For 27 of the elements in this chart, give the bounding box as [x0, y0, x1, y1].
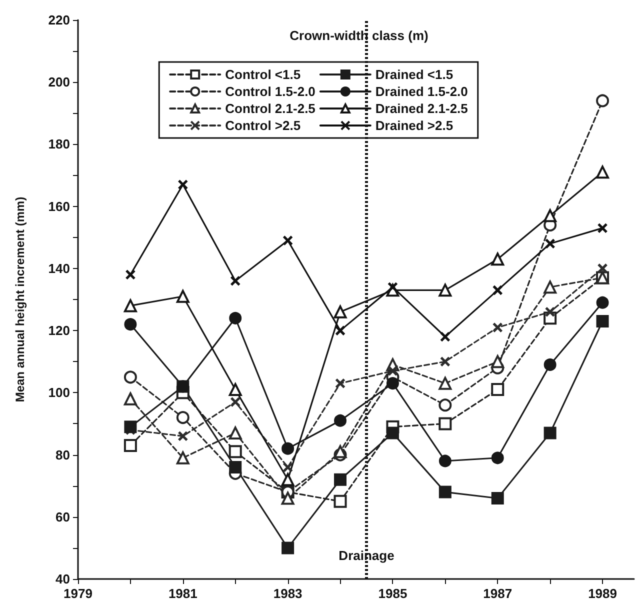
y-tick-label: 100: [48, 385, 70, 400]
y-tick-label: 220: [48, 12, 70, 28]
legend-label: Drained 2.1-2.5: [375, 101, 468, 116]
x-tick-label: 1979: [64, 586, 92, 601]
x-tick-label: 1989: [588, 586, 617, 601]
legend-label: Control >2.5: [225, 118, 301, 133]
ref-line-label: Drainage: [338, 548, 394, 563]
y-tick-label: 60: [56, 509, 70, 524]
y-tick-label: 40: [56, 572, 70, 586]
legend-label: Control 2.1-2.5: [225, 101, 316, 116]
y-tick-label: 200: [48, 74, 70, 90]
legend-label: Drained >2.5: [375, 118, 454, 133]
x-tick-label: 1983: [273, 586, 302, 601]
x-tick-label: 1987: [483, 586, 512, 601]
y-axis-title: Mean annual height increment (mm): [13, 196, 27, 402]
y-tick-label: 140: [48, 260, 70, 276]
y-tick-label: 120: [48, 323, 70, 338]
legend-label: Drained 1.5-2.0: [375, 84, 468, 99]
legend-label: Control <1.5: [225, 67, 301, 82]
legend-label: Control 1.5-2.0: [225, 84, 316, 99]
x-tick-label: 1985: [378, 586, 408, 601]
y-tick-label: 180: [48, 136, 70, 152]
x-tick-label: 1981: [168, 586, 198, 601]
y-tick-label: 160: [48, 198, 70, 214]
legend-label: Drained <1.5: [375, 67, 454, 82]
legend-title: Crown-width class (m): [290, 28, 428, 43]
y-tick-label: 80: [56, 447, 70, 462]
